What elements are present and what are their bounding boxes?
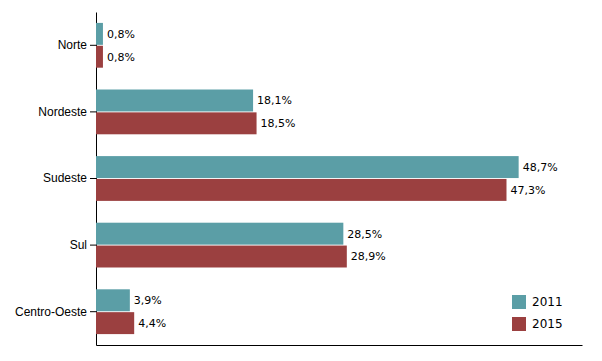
y-tick-mark (90, 178, 96, 179)
y-tick: Centro-Oeste (15, 305, 96, 319)
data-label: 0,8% (107, 28, 135, 41)
legend-item: 2011 (512, 295, 563, 309)
y-tick: Norte (58, 38, 96, 52)
bar (96, 46, 103, 68)
plot: Norte Nordeste Sudeste Sul Centro-Oeste 0,8% 1… (15, 13, 583, 346)
legend: 2011 2015 (512, 295, 563, 331)
data-label: 48,7% (523, 161, 558, 174)
y-tick-mark (90, 245, 96, 246)
y-tick-label: Centro-Oeste (15, 305, 87, 319)
legend-swatch (512, 317, 526, 331)
legend-label: 2011 (532, 295, 563, 309)
y-tick: Nordeste (38, 105, 96, 119)
bar (96, 179, 506, 201)
x-axis-line (97, 345, 583, 346)
bar (96, 246, 347, 268)
bar (96, 223, 343, 245)
data-label: 3,9% (134, 294, 162, 307)
y-tick-label: Norte (58, 38, 88, 52)
data-labels: 0,8% 18,1% 48,7% 28,5% 3,9% 0,8% 18,5% 47,3% 28,… (107, 28, 558, 330)
y-tick-mark (90, 111, 96, 112)
data-label: 0,8% (107, 51, 135, 64)
y-tick-mark (90, 45, 96, 46)
data-label: 47,3% (510, 184, 545, 197)
bar (96, 289, 130, 311)
bar (96, 112, 257, 134)
data-label: 28,5% (347, 228, 382, 241)
data-label: 4,4% (138, 317, 166, 330)
chart: Norte Nordeste Sudeste Sul Centro-Oeste 0,8% 1… (0, 0, 602, 361)
y-tick: Sudeste (43, 171, 96, 185)
y-tick: Sul (70, 238, 96, 252)
bar (96, 90, 253, 112)
y-tick-mark (90, 311, 96, 312)
data-label: 18,1% (257, 94, 292, 107)
legend-item: 2015 (512, 317, 563, 331)
y-tick-label: Sul (70, 238, 87, 252)
data-label: 28,9% (351, 250, 386, 263)
y-tick-label: Sudeste (43, 171, 87, 185)
y-axis: Norte Nordeste Sudeste Sul Centro-Oeste (15, 13, 97, 346)
data-label: 18,5% (261, 117, 296, 130)
bar (96, 23, 103, 45)
x-axis (97, 345, 583, 346)
bar (96, 312, 134, 334)
legend-label: 2015 (532, 317, 563, 331)
bar (96, 156, 519, 178)
y-tick-label: Nordeste (38, 105, 87, 119)
legend-swatch (512, 295, 526, 309)
bars (96, 23, 519, 334)
